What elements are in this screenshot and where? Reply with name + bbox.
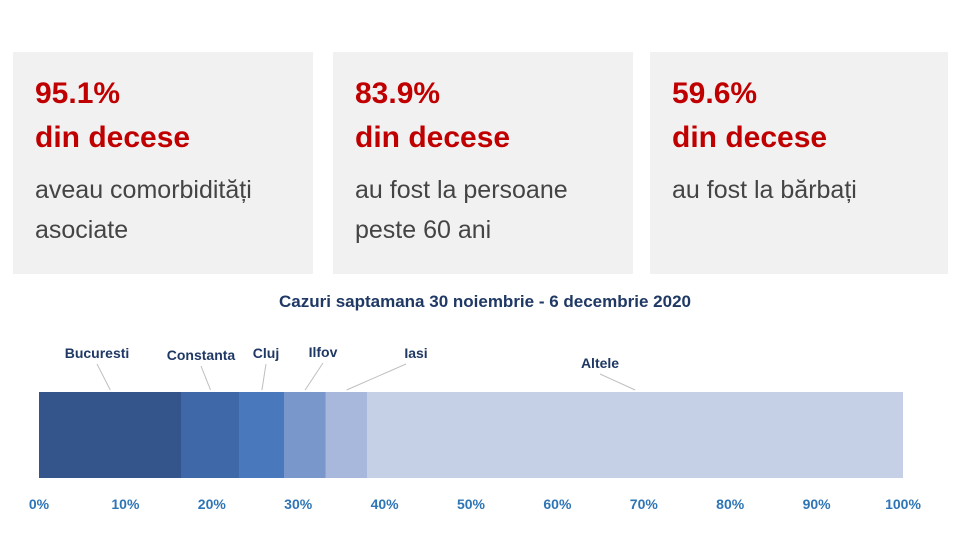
stat-heading: din decese bbox=[355, 121, 511, 154]
leader-line bbox=[261, 363, 267, 391]
x-tick-label: 30% bbox=[284, 496, 313, 512]
chart-title: Cazuri saptamana 30 noiembrie - 6 decemb… bbox=[279, 292, 691, 311]
x-tick-label: 50% bbox=[457, 496, 486, 512]
bar-segment-bucuresti bbox=[39, 392, 182, 478]
stat-percentage: 83.9% bbox=[355, 77, 441, 110]
stat-card-gender: 59.6% din decese au fost la bărbați bbox=[650, 52, 948, 274]
segment-label: Cluj bbox=[253, 345, 279, 361]
bar-segment-altele bbox=[367, 392, 903, 478]
stat-description: aveau comorbidități asociate bbox=[35, 170, 291, 250]
segment-label: Bucuresti bbox=[65, 345, 130, 361]
stat-card-comorbidities: 95.1% din decese aveau comorbidități aso… bbox=[13, 52, 313, 274]
x-tick-label: 40% bbox=[371, 496, 400, 512]
segment-label: Ilfov bbox=[309, 344, 338, 360]
leader-line bbox=[304, 362, 324, 391]
stat-description: au fost la persoane peste 60 ani bbox=[355, 170, 611, 250]
bar-segment-ilfov bbox=[284, 392, 326, 478]
stat-heading: din decese bbox=[672, 121, 828, 154]
segment-label: Iasi bbox=[404, 345, 427, 361]
x-tick-label: 0% bbox=[29, 496, 50, 512]
bar-segment-constanta bbox=[181, 392, 240, 478]
leader-line bbox=[599, 373, 636, 391]
stat-description-line1: aveau comorbidități bbox=[35, 176, 252, 204]
segment-label: Altele bbox=[581, 355, 619, 371]
leader-line bbox=[96, 363, 111, 391]
stat-description: au fost la bărbați bbox=[672, 170, 926, 210]
stat-description-line2: peste 60 ani bbox=[355, 216, 492, 244]
stat-card-age: 83.9% din decese au fost la persoane pes… bbox=[333, 52, 633, 274]
stat-description-line2: asociate bbox=[35, 216, 129, 244]
x-tick-label: 20% bbox=[198, 496, 227, 512]
bar-segment-cluj bbox=[239, 392, 285, 478]
stat-percentage: 95.1% bbox=[35, 77, 121, 110]
x-tick-label: 10% bbox=[111, 496, 140, 512]
x-tick-label: 70% bbox=[630, 496, 659, 512]
bar-segment-iasi bbox=[325, 392, 368, 478]
x-tick-label: 60% bbox=[543, 496, 572, 512]
segment-label: Constanta bbox=[167, 347, 236, 363]
stat-heading: din decese bbox=[35, 121, 191, 154]
stat-percentage: 59.6% bbox=[672, 77, 758, 110]
leader-line bbox=[200, 365, 211, 391]
stat-description-line1: au fost la bărbați bbox=[672, 176, 857, 204]
leader-line bbox=[346, 363, 407, 391]
x-tick-label: 100% bbox=[885, 496, 921, 512]
x-tick-label: 90% bbox=[803, 496, 832, 512]
stat-description-line1: au fost la persoane bbox=[355, 176, 568, 204]
x-tick-label: 80% bbox=[716, 496, 745, 512]
